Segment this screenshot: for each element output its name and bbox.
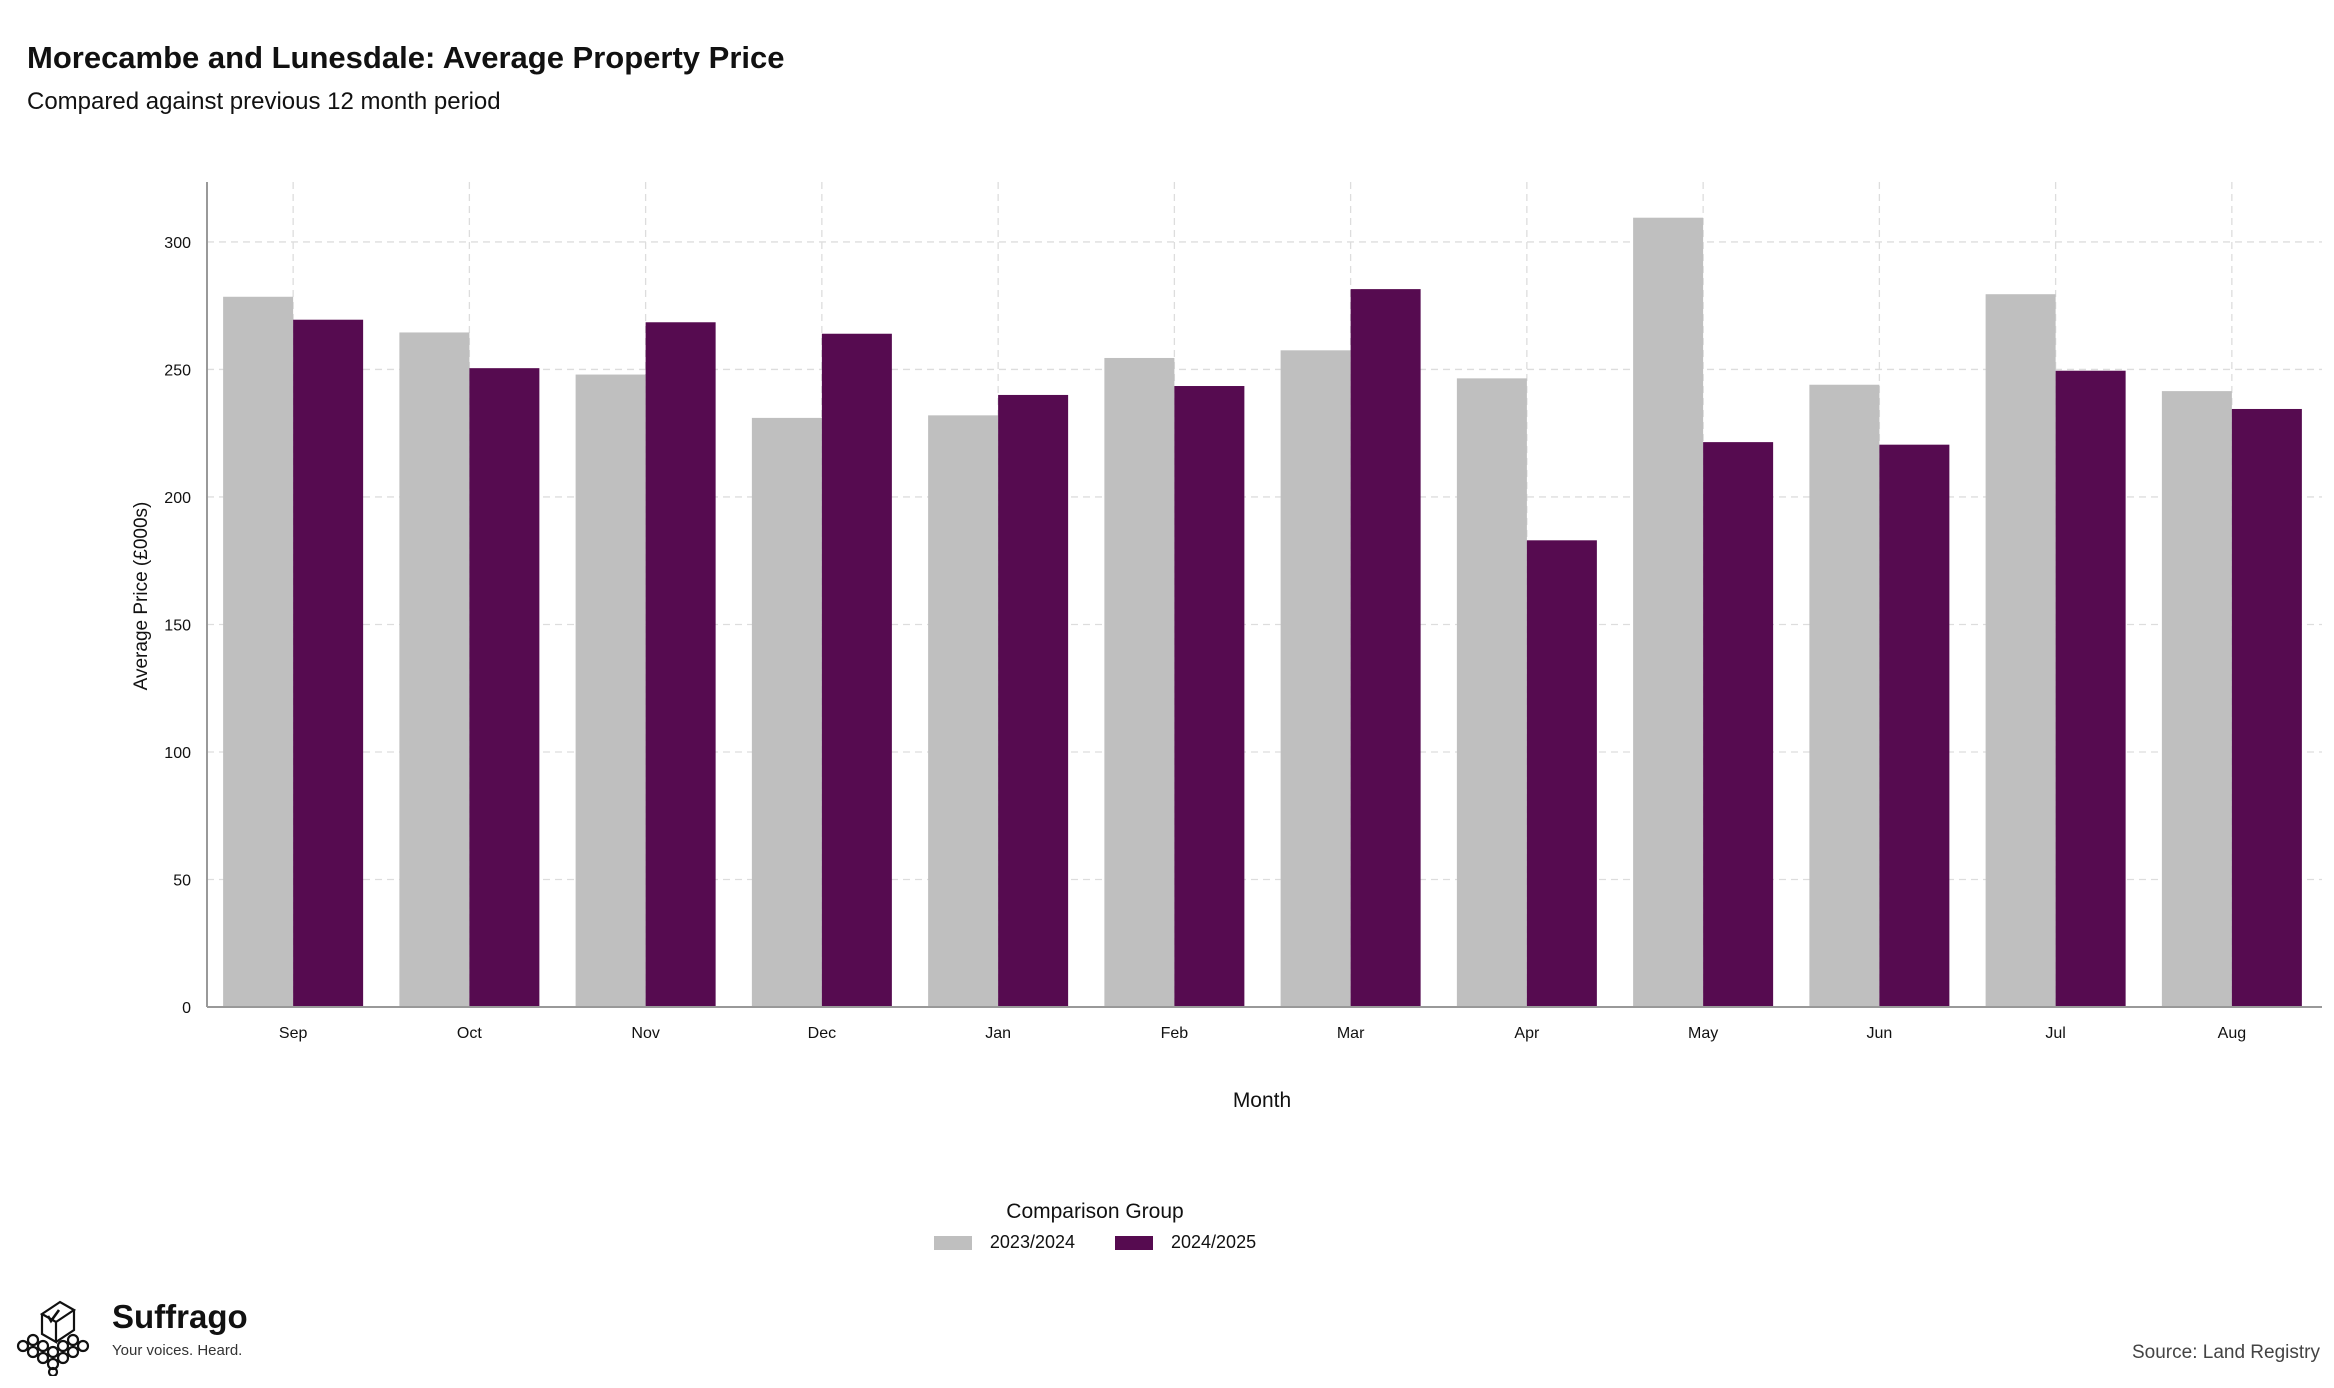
legend-item-2024-2025: 2024/2025 — [1115, 1232, 1256, 1253]
bar-2024-2025-jul — [2055, 370, 2126, 1007]
bar-chart: 0 50 100 150 200 250 300 Sep Oct Nov Dec Jan Feb Mar A… — [131, 182, 2322, 1112]
y-tick-label-0: 0 — [182, 1000, 191, 1017]
bar-2024-2025-may — [1703, 442, 1774, 1007]
bar-2024-2025-jun — [1879, 444, 1950, 1007]
x-tick-label-aug: Aug — [2218, 1025, 2246, 1042]
source-note: Source: Land Registry — [2132, 1342, 2320, 1363]
x-tick-label-oct: Oct — [457, 1025, 482, 1042]
legend-item-2023-2024: 2023/2024 — [933, 1232, 1075, 1253]
x-tick-label-jul: Jul — [2045, 1025, 2065, 1042]
y-tick-label-50: 50 — [173, 872, 191, 889]
legend-title: Comparison Group — [1006, 1200, 1184, 1223]
bar-2024-2025-oct — [469, 368, 540, 1007]
bar-2024-2025-dec — [821, 333, 892, 1008]
bar-2023-2024-apr — [1456, 378, 1527, 1007]
y-tick-label-150: 150 — [164, 617, 191, 634]
x-tick-label-dec: Dec — [808, 1025, 836, 1042]
x-tick-label-may: May — [1688, 1025, 1718, 1042]
bar-2023-2024-nov — [575, 374, 646, 1008]
x-tick-label-jun: Jun — [1866, 1025, 1892, 1042]
bar-2023-2024-oct — [399, 332, 470, 1007]
legend-swatch-2023-2024 — [933, 1235, 972, 1250]
x-axis-label: Month — [1233, 1089, 1291, 1112]
bar-2024-2025-nov — [645, 322, 716, 1007]
y-tick-label-100: 100 — [164, 745, 191, 762]
bar-2023-2024-may — [1633, 217, 1704, 1007]
x-tick-label-mar: Mar — [1337, 1025, 1365, 1042]
x-tick-label-jan: Jan — [985, 1025, 1011, 1042]
x-tick-label-nov: Nov — [631, 1025, 659, 1042]
brand: Suffrago Your voices. Heard. — [14, 1296, 274, 1376]
y-tick-label-300: 300 — [164, 235, 191, 252]
bar-2023-2024-jul — [1985, 294, 2056, 1007]
bar-2023-2024-sep — [223, 296, 294, 1007]
bar-2024-2025-feb — [1174, 386, 1245, 1007]
bar-2024-2025-apr — [1526, 540, 1597, 1007]
legend-label-2023-2024: 2023/2024 — [989, 1232, 1075, 1252]
bar-2024-2025-jan — [998, 394, 1069, 1008]
y-axis-label: Average Price (£000s) — [131, 502, 152, 691]
ballot-box-logo-icon — [16, 1300, 90, 1376]
bar-2024-2025-sep — [293, 319, 364, 1007]
bar-2023-2024-jan — [928, 415, 999, 1008]
bar-2023-2024-mar — [1280, 350, 1351, 1007]
bar-2023-2024-jun — [1809, 384, 1880, 1008]
legend-label-2024-2025: 2024/2025 — [1171, 1232, 1257, 1252]
chart-subtitle: Compared against previous 12 month perio… — [27, 88, 501, 115]
x-tick-label-feb: Feb — [1161, 1025, 1189, 1042]
brand-name: Suffrago — [112, 1298, 248, 1335]
y-tick-label-200: 200 — [164, 490, 191, 507]
bar-2024-2025-mar — [1350, 289, 1421, 1007]
bar-2023-2024-feb — [1104, 357, 1175, 1007]
bar-2023-2024-aug — [2161, 391, 2232, 1007]
y-tick-label-250: 250 — [164, 362, 191, 379]
legend: Comparison Group 2023/2024 2024/2025 — [0, 1200, 2262, 1253]
chart-title: Morecambe and Lunesdale: Average Propert… — [27, 40, 785, 75]
brand-tagline: Your voices. Heard. — [112, 1342, 243, 1359]
x-tick-label-sep: Sep — [279, 1025, 308, 1042]
legend-swatch-2024-2025 — [1115, 1235, 1153, 1250]
bar-2023-2024-dec — [751, 417, 822, 1007]
x-tick-label-apr: Apr — [1514, 1025, 1540, 1042]
bar-2024-2025-aug — [2231, 408, 2302, 1007]
